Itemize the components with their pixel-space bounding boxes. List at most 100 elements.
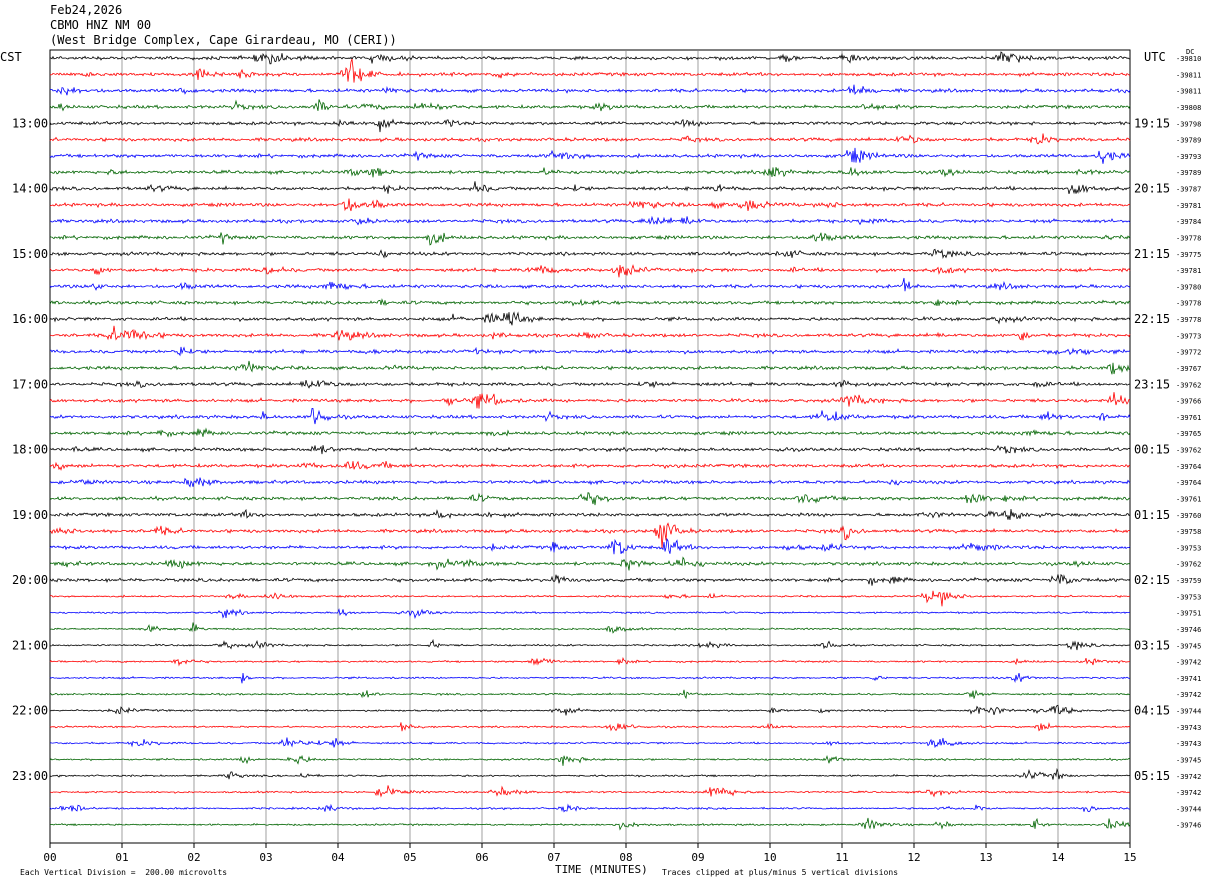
utc-hour-label: 04:15 <box>1134 704 1170 718</box>
trace-12 <box>49 248 1130 260</box>
trace-33 <box>49 590 1131 607</box>
dc-offset-label: -39766 <box>1176 398 1201 406</box>
trace-23 <box>49 427 1131 438</box>
dc-offset-label: -39743 <box>1176 740 1201 748</box>
x-tick-label: 06 <box>475 851 488 864</box>
trace-36 <box>49 638 1131 651</box>
dc-offset-label: -39744 <box>1176 708 1201 716</box>
trace-44 <box>49 767 1131 780</box>
trace-46 <box>49 803 1131 813</box>
dc-offset-label: -39762 <box>1176 381 1201 389</box>
trace-22 <box>49 407 1131 425</box>
trace-37 <box>49 657 1130 667</box>
cst-hour-label: 16:00 <box>12 312 48 326</box>
x-tick-label: 05 <box>403 851 416 864</box>
dc-offset-label: -39753 <box>1176 593 1201 601</box>
dc-offset-label: -39764 <box>1176 463 1201 471</box>
dc-offset-label: -39742 <box>1176 691 1201 699</box>
dc-offset-label: -39742 <box>1176 789 1201 797</box>
trace-34 <box>50 608 1131 620</box>
utc-hour-label: 23:15 <box>1134 377 1170 391</box>
utc-hour-label: 19:15 <box>1134 116 1170 130</box>
dc-offset-label: -39778 <box>1176 316 1201 324</box>
dc-offset-label: -39798 <box>1176 120 1201 128</box>
x-tick-label: 04 <box>331 851 345 864</box>
trace-40 <box>49 704 1131 716</box>
trace-24 <box>49 444 1131 455</box>
utc-hour-label: 21:15 <box>1134 247 1170 261</box>
cst-hour-label: 20:00 <box>12 573 48 587</box>
dc-offset-label: -39775 <box>1176 251 1201 259</box>
trace-28 <box>49 508 1131 520</box>
x-tick-label: 09 <box>691 851 704 864</box>
dc-offset-label: -39745 <box>1176 642 1201 650</box>
trace-8 <box>49 181 1131 195</box>
trace-25 <box>49 460 1131 471</box>
cst-hour-label: 23:00 <box>12 769 48 783</box>
trace-20 <box>49 379 1130 389</box>
station-label: CBMO HNZ NM 00 <box>50 18 152 32</box>
dc-offset-label: -39746 <box>1176 626 1201 634</box>
trace-13 <box>49 264 1131 278</box>
dc-offset-label: -39762 <box>1176 447 1201 455</box>
trace-9 <box>49 198 1131 212</box>
trace-14 <box>49 277 1131 292</box>
dc-offset-label: -39746 <box>1176 822 1201 830</box>
dc-offset-label: -39759 <box>1176 577 1201 585</box>
trace-26 <box>49 477 1131 488</box>
dc-offset-label: -39811 <box>1176 71 1201 79</box>
x-tick-label: 07 <box>547 851 560 864</box>
trace-29 <box>49 522 1131 549</box>
trace-3 <box>49 99 1131 112</box>
dc-offset-label: -39778 <box>1176 234 1201 242</box>
x-tick-label: 08 <box>619 851 632 864</box>
dc-offset-label: -39789 <box>1176 169 1201 177</box>
date-label: Feb24,2026 <box>50 3 123 17</box>
utc-hour-label: 01:15 <box>1134 508 1170 522</box>
left-axis-label: CST <box>0 50 22 64</box>
dc-offset-label: -39778 <box>1176 300 1201 308</box>
trace-42 <box>49 737 1131 749</box>
dc-offset-label: -39767 <box>1176 365 1201 373</box>
dc-offset-label: -39811 <box>1176 88 1201 96</box>
trace-30 <box>49 537 1131 555</box>
trace-4 <box>49 118 1131 133</box>
x-tick-label: 11 <box>835 851 848 864</box>
dc-offset-label: -39742 <box>1176 773 1201 781</box>
trace-35 <box>49 622 1131 634</box>
x-tick-label: 14 <box>1051 851 1065 864</box>
utc-hour-label: 22:15 <box>1134 312 1170 326</box>
x-tick-label: 03 <box>259 851 272 864</box>
dc-offset-label: -39789 <box>1176 137 1201 145</box>
trace-18 <box>49 346 1131 357</box>
trace-5 <box>49 133 1131 145</box>
dc-offset-label: -39758 <box>1176 528 1201 536</box>
trace-27 <box>49 492 1131 506</box>
cst-hour-label: 14:00 <box>12 182 48 196</box>
trace-11 <box>49 232 1131 246</box>
right-axis-label: UTC <box>1144 50 1166 64</box>
x-tick-label: 00 <box>43 851 56 864</box>
dc-offset-label: -39784 <box>1176 218 1201 226</box>
x-tick-label: 10 <box>763 851 776 864</box>
trace-32 <box>49 574 1131 586</box>
x-axis-title: TIME (MINUTES) <box>555 863 648 876</box>
cst-hour-label: 22:00 <box>12 704 48 718</box>
cst-hour-label: 17:00 <box>12 377 48 391</box>
utc-hour-label: 03:15 <box>1134 638 1170 652</box>
scale-note: Each Vertical Division = 200.00 microvol… <box>20 868 228 877</box>
trace-15 <box>49 298 1131 307</box>
cst-hour-label: 21:00 <box>12 638 48 652</box>
trace-10 <box>49 215 1131 226</box>
utc-hour-label: 20:15 <box>1134 182 1170 196</box>
plot-frame <box>49 49 1131 844</box>
utc-hour-label: 02:15 <box>1134 573 1170 587</box>
dc-offset-label: -39793 <box>1176 153 1201 161</box>
trace-47 <box>50 817 1131 831</box>
trace-43 <box>49 754 1131 766</box>
dc-offset-label: -39764 <box>1176 479 1201 487</box>
utc-hour-label: 05:15 <box>1134 769 1170 783</box>
dc-offset-label: -39760 <box>1176 512 1201 520</box>
dc-offset-label: -39781 <box>1176 267 1201 275</box>
